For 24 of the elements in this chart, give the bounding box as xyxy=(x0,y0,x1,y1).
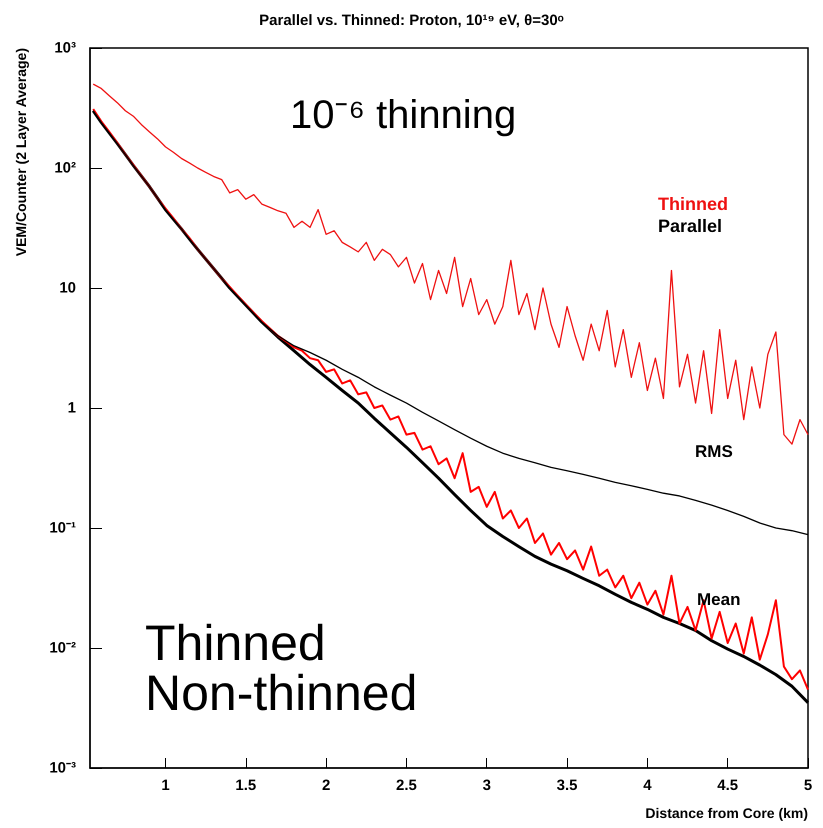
x-tick-label: 2 xyxy=(322,777,330,794)
annotation: Mean xyxy=(697,590,740,609)
y-tick-label: 10 xyxy=(59,280,76,296)
y-tick-label: 10² xyxy=(54,160,76,176)
annotation: RMS xyxy=(695,442,733,461)
text: Thinned xyxy=(658,194,728,214)
chart-title: Parallel vs. Thinned: Proton, 10¹⁹ eV, θ=30ᵒ xyxy=(259,12,564,29)
x-tick-label: 3 xyxy=(482,777,491,794)
y-axis-title: VEM/Counter (2 Layer Average) xyxy=(13,48,29,256)
x-tick-label: 4.5 xyxy=(717,777,738,794)
x-axis-title: Distance from Core (km) xyxy=(645,805,808,821)
x-tick-label: 1 xyxy=(161,777,170,794)
x-tick-label: 5 xyxy=(804,777,812,794)
x-tick-label: 3.5 xyxy=(556,777,578,794)
x-tick-label: 1.5 xyxy=(235,777,256,794)
text: Parallel xyxy=(658,216,722,236)
y-tick-label: 10⁻¹ xyxy=(49,520,76,536)
x-tick-label: 2.5 xyxy=(396,777,417,794)
annotation: 10⁻⁶ thinning xyxy=(290,93,516,137)
y-tick-label: 10⁻² xyxy=(49,640,76,656)
y-tick-label: 1 xyxy=(68,400,76,416)
y-tick-label: 10³ xyxy=(54,40,76,56)
y-tick-label: 10⁻³ xyxy=(49,760,76,776)
x-tick-label: 4 xyxy=(643,777,652,794)
